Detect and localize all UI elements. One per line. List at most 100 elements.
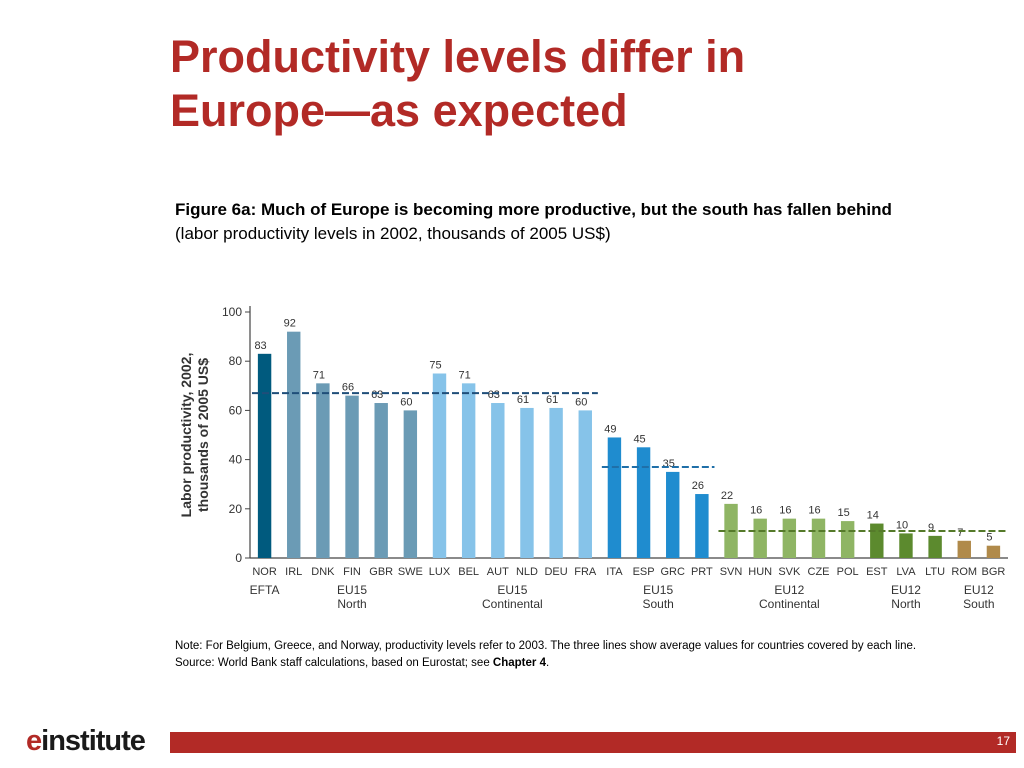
figure-title: Figure 6a: Much of Europe is becoming mo…: [175, 200, 892, 219]
bar-rom: [957, 540, 971, 558]
data-label: 92: [284, 318, 296, 330]
bar-ltu: [928, 535, 942, 558]
figure-notes: Note: For Belgium, Greece, and Norway, p…: [175, 638, 1015, 672]
data-label: 61: [517, 394, 529, 406]
x-tick-label: IRL: [285, 566, 302, 578]
group-label: EU15: [643, 583, 673, 597]
x-tick-label: LUX: [429, 566, 451, 578]
chapter-link[interactable]: Chapter 4: [492, 657, 546, 669]
data-label: 60: [575, 396, 587, 408]
bar-swe: [403, 410, 418, 558]
y-tick-label: 100: [222, 305, 242, 319]
x-tick-label: ROM: [951, 566, 977, 578]
source-prefix: Source: World Bank staff calculations, b…: [175, 657, 493, 669]
bar-bel: [461, 383, 476, 558]
bar-lva: [899, 533, 913, 558]
y-axis-title-line1: Labor productivity, 2002,: [178, 353, 194, 518]
x-tick-label: NOR: [252, 566, 276, 578]
y-tick-label: 20: [229, 502, 243, 516]
bar-irl: [287, 331, 301, 558]
group-label: EU15: [337, 583, 367, 597]
x-tick-label: EST: [866, 566, 888, 578]
bar-cze: [811, 518, 826, 558]
x-tick-label: ESP: [633, 566, 655, 578]
x-tick-label: SVN: [720, 566, 743, 578]
group-label-sub: North: [891, 597, 920, 611]
bar-ita: [607, 437, 622, 558]
data-label: 16: [750, 505, 762, 517]
data-label: 10: [896, 519, 908, 531]
x-tick-label: SWE: [398, 566, 423, 578]
x-tick-label: DNK: [311, 566, 335, 578]
bar-lux: [432, 373, 447, 558]
group-label-sub: Continental: [482, 597, 543, 611]
group-label: EU12: [774, 583, 804, 597]
slide-title: Productivity levels differ in Europe—as …: [170, 30, 1010, 138]
x-tick-label: FRA: [574, 566, 597, 578]
bar-gbr: [374, 403, 388, 558]
bar-aut: [491, 403, 505, 558]
x-tick-label: HUN: [748, 566, 772, 578]
y-axis-title: Labor productivity, 2002,thousands of 20…: [178, 353, 211, 518]
data-label: 71: [459, 369, 471, 381]
group-label-sub: North: [337, 597, 366, 611]
data-label: 75: [429, 360, 441, 372]
y-tick-label: 40: [229, 453, 243, 467]
data-label: 26: [692, 480, 704, 492]
data-label: 14: [867, 510, 879, 522]
data-label: 9: [928, 522, 934, 534]
footer-bar: 17: [170, 732, 1016, 753]
data-label: 45: [633, 433, 645, 445]
y-tick-label: 0: [235, 551, 242, 565]
x-tick-label: CZE: [808, 566, 830, 578]
group-label: EU12: [891, 583, 921, 597]
einstitute-logo: einstitute: [26, 725, 146, 757]
data-label: 63: [371, 389, 383, 401]
bar-dnk: [316, 383, 330, 558]
logo-e: e: [26, 725, 42, 757]
x-tick-label: FIN: [343, 566, 361, 578]
x-tick-label: AUT: [487, 566, 509, 578]
bar-nor: [257, 353, 272, 558]
data-label: 7: [957, 527, 963, 539]
y-tick-label: 80: [229, 354, 243, 368]
group-label-sub: Continental: [759, 597, 820, 611]
bar-bgr: [986, 545, 1001, 558]
x-tick-label: POL: [837, 566, 859, 578]
group-label-sub: South: [963, 597, 994, 611]
group-label: EFTA: [250, 583, 280, 597]
x-tick-label: BEL: [458, 566, 479, 578]
data-label: 66: [342, 382, 354, 394]
data-label: 61: [546, 394, 558, 406]
y-tick-label: 60: [229, 403, 243, 417]
x-tick-label: LVA: [896, 566, 916, 578]
data-label: 16: [779, 505, 791, 517]
bar-hun: [753, 518, 767, 558]
data-label: 83: [254, 340, 266, 352]
group-label: EU15: [497, 583, 527, 597]
bar-esp: [636, 447, 651, 558]
bar-est: [870, 523, 884, 558]
data-label: 5: [986, 532, 992, 544]
bar-pol: [840, 521, 855, 558]
data-label: 60: [400, 396, 412, 408]
logo-text: institute: [41, 725, 146, 757]
figure-caption: Figure 6a: Much of Europe is becoming mo…: [175, 198, 1015, 246]
bar-grc: [666, 471, 680, 558]
x-tick-label: SVK: [778, 566, 801, 578]
bar-svk: [782, 518, 797, 558]
x-tick-label: DEU: [544, 566, 567, 578]
x-tick-label: PRT: [691, 566, 713, 578]
x-tick-label: NLD: [516, 566, 538, 578]
bar-fin: [345, 395, 359, 558]
figure-subtitle: (labor productivity levels in 2002, thou…: [175, 224, 611, 243]
bar-deu: [549, 407, 563, 558]
x-tick-label: GBR: [369, 566, 393, 578]
source-suffix: .: [545, 657, 550, 669]
data-label: 71: [313, 369, 325, 381]
note-text: Note: For Belgium, Greece, and Norway, p…: [175, 640, 917, 652]
slide-title-line1: Productivity levels differ in: [170, 31, 746, 82]
bar-prt: [695, 494, 709, 558]
x-tick-label: LTU: [925, 566, 945, 578]
x-tick-label: ITA: [606, 566, 623, 578]
